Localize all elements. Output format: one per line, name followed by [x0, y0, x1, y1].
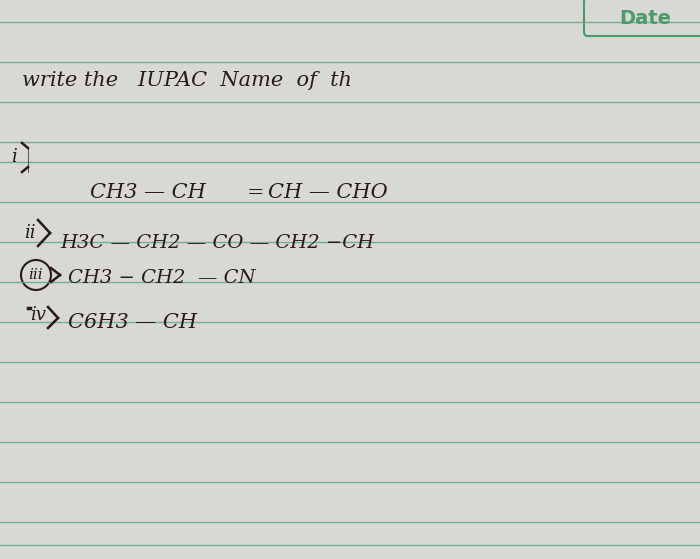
Text: ii: ii — [25, 224, 36, 242]
Text: CH — CHO: CH — CHO — [268, 183, 388, 202]
FancyBboxPatch shape — [584, 0, 700, 36]
Text: i: i — [11, 148, 17, 166]
Text: CH3 − CH2  — CN: CH3 − CH2 — CN — [68, 269, 256, 287]
Text: H3C — CH2 — CO — CH2 −CH: H3C — CH2 — CO — CH2 −CH — [60, 234, 374, 252]
Text: iii: iii — [29, 268, 43, 282]
Text: Date: Date — [619, 10, 671, 29]
Text: =: = — [247, 183, 265, 202]
Text: C6H3 — CH: C6H3 — CH — [68, 314, 197, 333]
Text: write the   IUPAC  Name  of  th: write the IUPAC Name of th — [22, 70, 352, 89]
Text: iv: iv — [30, 306, 46, 324]
Text: CH3 — CH: CH3 — CH — [90, 183, 206, 202]
